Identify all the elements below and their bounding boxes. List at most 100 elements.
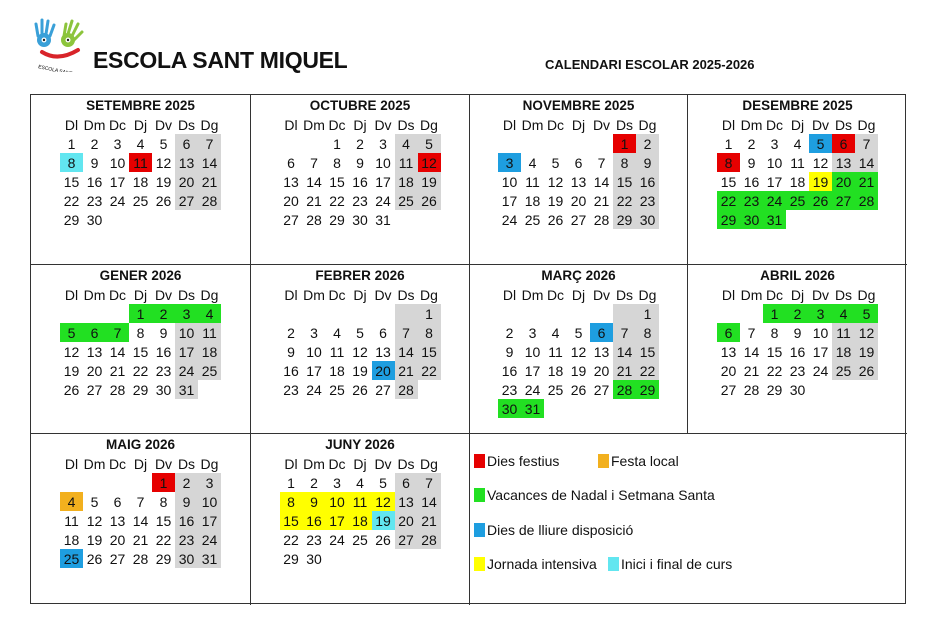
- weekday-header: Dg: [420, 116, 438, 133]
- day-20-vacances: 20: [832, 172, 855, 191]
- day-12: 12: [812, 154, 829, 171]
- day-12: 12: [86, 512, 103, 529]
- weekday-header: Dv: [154, 116, 173, 133]
- weekday-header: Dj: [133, 455, 148, 472]
- day-18: 18: [394, 172, 418, 191]
- day-22: 22: [329, 192, 345, 209]
- day-15: 15: [417, 342, 441, 361]
- day-1-festiu: 1: [152, 473, 175, 492]
- day-5: 5: [379, 474, 387, 491]
- day-13: 13: [832, 153, 855, 172]
- day-11: 11: [790, 154, 805, 171]
- day-7: 7: [417, 473, 441, 492]
- month-title: ABRIL 2026: [760, 268, 835, 283]
- weekday-header: Dl: [284, 286, 298, 303]
- month-8: MAIG 2026 Dl Dm Dc Dj Dv Ds Dg 1 2 3 4 5 6 7 8 9 10 11 12 13…: [31, 434, 251, 605]
- day-2: 2: [175, 473, 198, 492]
- month-3: DESEMBRE 2025 Dl Dm Dc Dj Dv Ds Dg 1 2 3 4 5 6 7 8 9 10 11…: [688, 95, 907, 265]
- day-26: 26: [417, 191, 441, 210]
- weekday-header: Dj: [353, 116, 367, 133]
- day-15: 15: [132, 343, 149, 360]
- day-30: 30: [175, 549, 198, 568]
- weekday-header: Dv: [374, 455, 392, 472]
- weekday-header: Dl: [64, 116, 79, 133]
- day-9: 9: [505, 343, 514, 360]
- day-8: 8: [159, 493, 168, 510]
- legend-item-vacances: Vacances de Nadal i Setmana Santa: [474, 487, 715, 503]
- empty-day: [372, 304, 395, 323]
- empty-day: [394, 304, 418, 323]
- day-14: 14: [743, 343, 760, 360]
- day-8: 8: [333, 154, 341, 171]
- day-14: 14: [306, 173, 322, 190]
- weekday-header: Ds: [615, 286, 634, 303]
- day-9: 9: [636, 153, 659, 172]
- empty-day: [521, 134, 544, 153]
- weekday-header: Dg: [200, 286, 219, 303]
- day-22: 22: [132, 362, 149, 379]
- empty-day: [498, 134, 521, 153]
- day-21: 21: [613, 361, 636, 380]
- day-16: 16: [175, 511, 198, 530]
- day-30: 30: [155, 381, 172, 398]
- day-5: 5: [417, 134, 441, 153]
- day-5-vacances: 5: [855, 304, 878, 323]
- day-10: 10: [812, 324, 829, 341]
- weekday-header: Ds: [834, 286, 853, 303]
- day-22: 22: [766, 362, 783, 379]
- day-22: 22: [417, 361, 441, 380]
- day-10: 10: [306, 343, 322, 360]
- day-16: 16: [636, 172, 659, 191]
- weekday-header: Dv: [811, 116, 830, 133]
- day-20: 20: [175, 172, 198, 191]
- day-28: 28: [132, 550, 149, 567]
- weekday-header: Dg: [638, 116, 657, 133]
- day-27: 27: [570, 211, 587, 228]
- day-20: 20: [570, 192, 587, 209]
- day-12: 12: [547, 173, 564, 190]
- day-16: 16: [352, 173, 368, 190]
- day-30: 30: [636, 210, 659, 229]
- day-21: 21: [394, 361, 418, 380]
- day-25: 25: [394, 191, 418, 210]
- day-2-vacances: 2: [152, 304, 175, 323]
- day-15: 15: [613, 172, 636, 191]
- day-19: 19: [86, 531, 103, 548]
- legend-label: Dies de lliure disposició: [487, 522, 634, 538]
- day-8-intensiva: 8: [279, 492, 303, 511]
- day-4: 4: [356, 474, 364, 491]
- day-31: 31: [198, 549, 221, 568]
- day-12: 12: [855, 323, 878, 342]
- weekday-header: Dj: [790, 286, 805, 303]
- day-19: 19: [417, 172, 441, 191]
- day-14: 14: [132, 512, 149, 529]
- day-21: 21: [306, 192, 322, 209]
- day-9: 9: [287, 343, 295, 360]
- empty-day: [326, 304, 349, 323]
- day-23: 23: [86, 192, 103, 209]
- day-19: 19: [63, 362, 80, 379]
- day-29: 29: [283, 550, 299, 567]
- day-21: 21: [198, 172, 221, 191]
- empty-day: [567, 304, 590, 323]
- day-29: 29: [613, 210, 636, 229]
- empty-day: [567, 134, 590, 153]
- day-27: 27: [720, 381, 737, 398]
- legend: Dies festius Festa local Vacances de Nadal…: [470, 434, 907, 605]
- day-11-intensiva: 11: [348, 492, 372, 511]
- legend-item-festiu: Dies festius: [474, 453, 559, 469]
- day-4: 4: [551, 324, 560, 341]
- day-25: 25: [832, 361, 855, 380]
- day-7: 7: [613, 323, 636, 342]
- day-2: 2: [747, 135, 756, 152]
- day-13: 13: [720, 343, 737, 360]
- day-1: 1: [67, 135, 76, 152]
- day-25: 25: [329, 381, 345, 398]
- day-31: 31: [375, 211, 391, 228]
- day-8: 8: [636, 323, 659, 342]
- month-title: OCTUBRE 2025: [309, 98, 411, 113]
- day-26: 26: [352, 381, 368, 398]
- day-1: 1: [333, 135, 341, 152]
- day-12: 12: [155, 154, 172, 171]
- day-23: 23: [283, 381, 299, 398]
